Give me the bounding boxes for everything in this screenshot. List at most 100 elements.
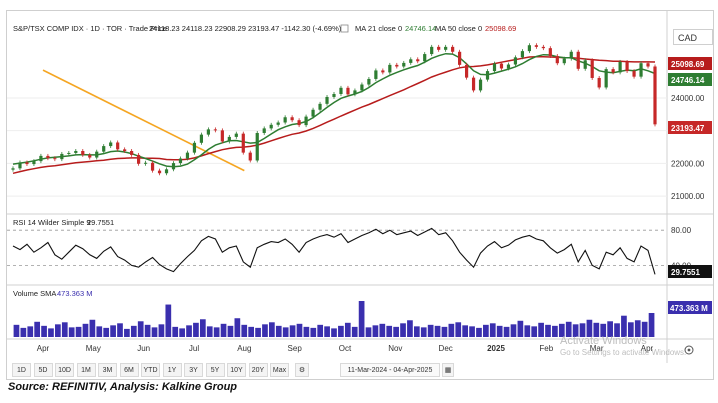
price-tick-label: 24000.00 [671,94,705,103]
period-button-1d[interactable]: 1D [12,363,31,377]
settings-gear-icon[interactable] [684,345,694,355]
legend-toggle-icon[interactable] [340,24,349,33]
candle-body [423,54,427,62]
candle-body [220,130,224,142]
price-tick-label: 22000.00 [671,159,705,168]
volume-bar [275,325,282,337]
volume-bar [372,325,379,337]
volume-bar [13,324,20,337]
volume-bar [282,327,289,337]
volume-bar [572,324,579,337]
candle-body [123,149,127,151]
candle-body [143,162,148,164]
volume-bar [41,325,47,337]
candle-body [604,69,608,88]
candle-body [206,129,210,135]
volume-bar [75,326,82,337]
ma50-line [12,55,656,175]
volume-bar [621,315,627,337]
volume-bar [213,327,220,337]
candle-body [437,46,441,50]
volume-tag [668,301,712,314]
volume-bar [241,324,248,337]
period-button-5y[interactable]: 5Y [205,363,225,377]
candle-body [451,46,455,52]
candle-body [632,71,636,77]
period-button-3y[interactable]: 3Y [184,363,203,377]
currency-select[interactable]: CAD [673,29,713,45]
candle-body [227,136,231,142]
volume-bar [220,323,227,337]
volume-bar [289,325,296,337]
volume-bar [20,327,27,337]
volume-bar [68,327,75,337]
period-button-1m[interactable]: 1M [76,363,96,377]
volume-bar [144,324,151,337]
volume-bar [586,319,593,337]
candle-body [81,150,85,155]
period-button-6m[interactable]: 6M [119,363,139,377]
x-tick-label: Apr [641,344,654,353]
candle-body [409,59,413,63]
candle-body [653,66,657,125]
volume-bar [365,327,372,337]
candle-body [234,133,238,137]
volume-bar [483,324,489,337]
candle-body [597,77,601,88]
candle-body [60,153,64,160]
volume-bar [634,320,641,337]
candle-body [276,122,280,125]
volume-bar [545,324,551,337]
period-button-3m[interactable]: 3M [98,363,117,377]
period-button-ytd[interactable]: YTD [141,363,160,377]
x-tick-label: Mar [590,344,604,353]
windows-watermark: Activate Windows Go to Settings to activ… [560,335,686,359]
volume-bar [317,324,324,337]
volume-bar [413,326,420,337]
period-button-10y[interactable]: 10Y [227,363,246,377]
rsi-line [12,227,656,275]
candle-body [185,152,190,159]
volume-bar [641,321,648,337]
symbol-line: S&P/TSX COMP IDX · 1D · TOR · Trade Pric… [13,24,167,33]
ma50-tag [668,57,712,70]
candle-body [590,60,594,78]
candle-body [506,64,511,69]
volume-bar [386,325,393,337]
rsi-tag-text: 29.7551 [671,268,700,277]
candle-body [318,103,322,110]
candle-body [611,69,615,73]
panel-separators [7,11,713,363]
period-button-5d[interactable]: 5D [33,363,53,377]
volume-legend-value: 473.363 M [57,289,92,298]
volume-tag-text: 473.363 M [670,304,708,313]
x-tick-label: Oct [339,344,352,353]
candle-body [430,46,434,55]
chart-frame: S&P/TSX COMP IDX · 1D · TOR · Trade Pric… [6,10,714,380]
volume-label: Volume SMA [13,289,56,298]
period-button-1y[interactable]: 1Y [162,363,182,377]
volume-bar [510,324,517,337]
date-range-picker[interactable]: 11-Mar-2024 - 04-Apr-2025 [340,363,440,377]
volume-bar [137,321,144,337]
period-button-20y[interactable]: 20Y [248,363,268,377]
candle-body [116,142,120,150]
candle-body [74,150,78,153]
candle-body [478,79,483,91]
volume-bar [206,326,213,337]
calendar-icon[interactable]: ▦ [442,363,454,377]
period-button-max[interactable]: Max [270,363,289,377]
volume-bar [262,324,268,337]
period-button-10d[interactable]: 10D [55,363,74,377]
support-trendline [42,69,245,172]
volume-bar [34,321,41,337]
candle-body [360,84,364,91]
volume-bar [55,324,61,337]
volume-bar [344,322,351,337]
ma21-label: MA 21 close 0 [355,24,402,33]
candle-body [464,64,469,78]
toolbar-settings-icon[interactable]: ⚙ [295,363,309,377]
candle-body [367,78,371,85]
candle-body [269,124,273,129]
